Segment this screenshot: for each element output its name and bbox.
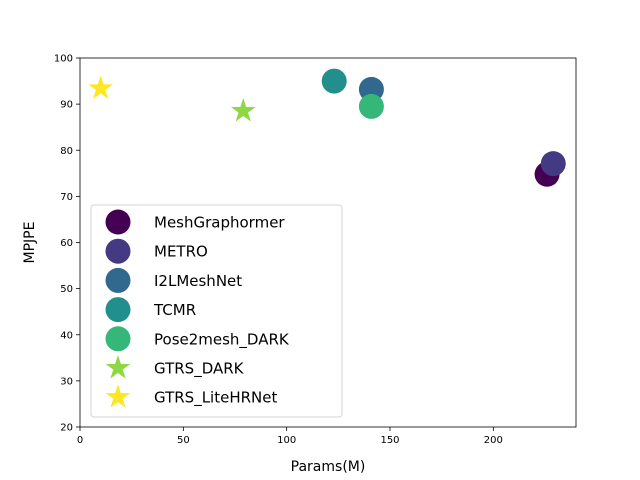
y-tick-label: 20 [60,423,73,434]
legend-label: TCMR [153,301,196,319]
y-tick-label: 100 [54,54,73,65]
data-point-pose2mesh-dark [358,93,384,119]
y-tick-label: 90 [60,100,73,111]
data-point-tcmr [321,68,347,94]
legend: MeshGraphormer METRO I2LMeshNet TCMR Pose2me… [90,204,343,418]
legend-marker [105,267,131,293]
legend-label: GTRS_DARK [154,360,245,379]
x-tick-label: 0 [77,435,83,446]
data-marks [88,68,566,187]
legend-label: MeshGraphormer [154,214,285,232]
y-tick-label: 40 [60,330,73,341]
legend-label: METRO [154,243,208,261]
y-tick-label: 80 [60,146,73,157]
y-tick-label: 30 [60,376,73,387]
legend-label: GTRS_LiteHRNet [154,389,277,408]
data-point-gtrs-litehrnet [88,75,114,99]
y-tick-label: 50 [60,284,73,295]
legend-label: Pose2mesh_DARK [154,330,290,349]
x-axis-label: Params(M) [291,459,366,475]
x-tick-label: 50 [177,435,190,446]
y-tick-label: 60 [60,238,73,249]
data-point-metro [540,151,566,177]
legend-marker [105,297,131,323]
legend-marker [105,326,131,352]
legend-marker [105,238,131,264]
x-axis-ticks: 0 50 100 150 200 [77,427,503,446]
legend-marker [105,355,131,379]
legend-marker [105,384,131,408]
x-tick-label: 150 [380,435,399,446]
legend-box [90,204,343,418]
data-point-gtrs-dark [230,98,256,122]
y-tick-label: 70 [60,192,73,203]
y-axis-label: MPJPE [22,222,38,264]
x-tick-label: 200 [484,435,503,446]
y-axis-ticks: 20 30 40 50 60 70 80 90 100 [54,54,80,434]
legend-marker [105,209,131,235]
x-tick-label: 100 [277,435,296,446]
legend-label: I2LMeshNet [154,272,242,290]
